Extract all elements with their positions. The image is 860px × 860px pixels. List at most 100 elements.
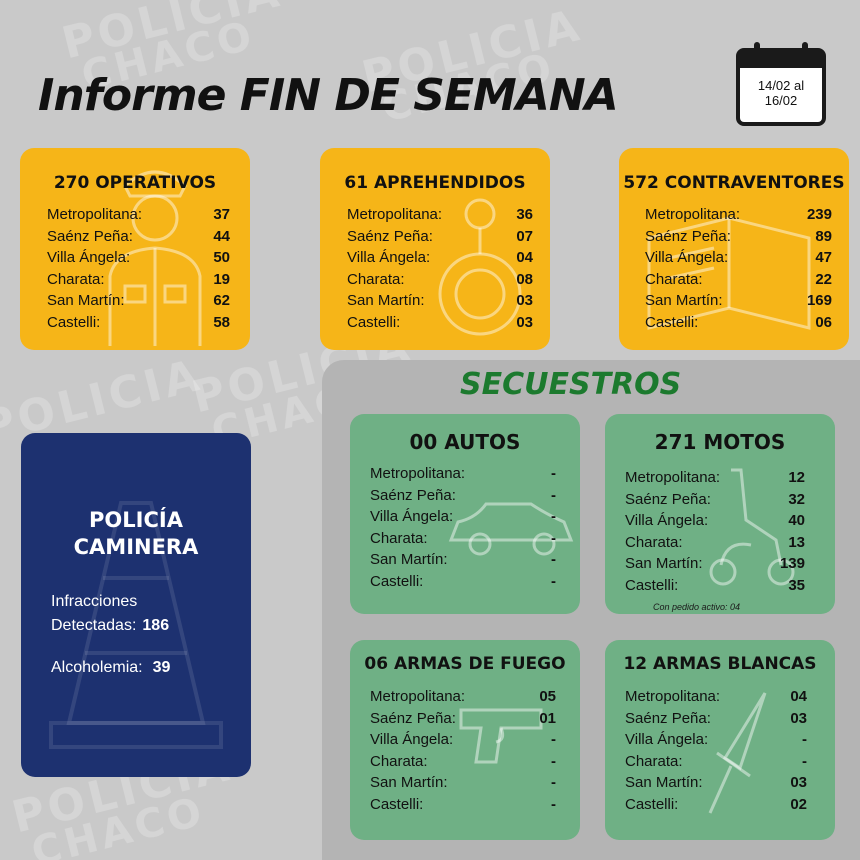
calendar-icon: 14/02 al 16/02: [736, 42, 826, 126]
aprehendidos-rows: Metropolitana: 36 Saénz Peña: 07 Villa Áng…: [347, 204, 533, 333]
row-value: 32: [788, 490, 805, 508]
row-value: -: [551, 551, 556, 568]
row-label: Metropolitana:: [370, 465, 466, 482]
watermark-policia: POLICIA: [57, 0, 288, 70]
infracciones-label-2: Detectadas:: [51, 617, 137, 634]
row-value: 47: [815, 249, 832, 266]
row-value: 58: [213, 313, 230, 331]
table-row: Saénz Peña: 44: [47, 226, 230, 248]
caminera-title-line2: CAMINERA: [73, 535, 199, 559]
armas-fuego-card: 06 ARMAS DE FUEGO Metropolitana: 05 Saénz…: [350, 640, 580, 840]
table-row: Charata: 19: [47, 269, 230, 291]
alcoholemia-label: Alcoholemia:: [51, 659, 143, 676]
table-row: Villa Ángela: -: [370, 729, 556, 751]
row-value: 22: [815, 270, 832, 288]
contraventores-rows: Metropolitana: 239 Saénz Peña: 89 Villa Án…: [645, 204, 832, 333]
row-label: San Martín:: [370, 551, 448, 568]
row-value: -: [551, 731, 556, 748]
row-value: 03: [516, 292, 533, 309]
row-label: Villa Ángela:: [47, 249, 131, 266]
alcoholemia-value: 39: [152, 659, 171, 676]
row-label: Castelli:: [645, 313, 699, 331]
table-row: Villa Ángela: -: [370, 506, 556, 528]
table-row: Villa Ángela: -: [625, 729, 807, 751]
table-row: San Martín: 03: [625, 772, 807, 794]
table-row: Charata: -: [370, 751, 556, 773]
table-row: Charata: 08: [347, 269, 533, 291]
row-label: Villa Ángela:: [370, 508, 454, 525]
row-value: -: [551, 508, 556, 525]
contraventores-title: 572 CONTRAVENTORES: [623, 173, 845, 193]
row-value: 06: [815, 313, 832, 331]
table-row: Castelli: -: [370, 571, 556, 593]
table-row: San Martín: 03: [347, 290, 533, 312]
row-value: 169: [806, 292, 832, 309]
row-value: 04: [516, 249, 533, 266]
table-row: Castelli: 35: [625, 575, 805, 597]
table-row: Villa Ángela: 40: [625, 510, 805, 532]
table-row: Metropolitana: 239: [645, 204, 832, 226]
table-row: Saénz Peña: 03: [625, 708, 807, 730]
row-label: Charata:: [347, 270, 405, 288]
row-label: Saénz Peña:: [370, 709, 456, 727]
table-row: Charata: -: [370, 528, 556, 550]
row-value: 239: [806, 206, 832, 223]
table-row: Villa Ángela: 50: [47, 247, 230, 269]
row-label: Castelli:: [625, 795, 679, 813]
row-label: Castelli:: [347, 313, 401, 331]
aprehendidos-card: 61 APREHENDIDOS Metropolitana: 36 Saénz P…: [320, 148, 550, 350]
row-value: 13: [788, 533, 805, 551]
row-label: Saénz Peña:: [370, 486, 456, 504]
motos-card: 271 MOTOS Metropolitana: 12 Saénz Peña: 32…: [605, 414, 835, 614]
row-value: 03: [516, 313, 533, 331]
secuestros-title: SECUESTROS: [460, 367, 682, 402]
autos-card: 00 AUTOS Metropolitana: - Saénz Peña: - Vi…: [350, 414, 580, 614]
autos-title: 00 AUTOS: [409, 430, 521, 454]
table-row: Metropolitana: -: [370, 463, 556, 485]
armas-blancas-rows: Metropolitana: 04 Saénz Peña: 03 Villa Áng…: [625, 686, 807, 815]
row-label: Castelli:: [625, 576, 679, 594]
table-row: San Martín: 169: [645, 290, 832, 312]
row-label: Metropolitana:: [47, 206, 143, 223]
row-value: -: [551, 752, 556, 770]
armas-blancas-title: 12 ARMAS BLANCAS: [623, 654, 817, 674]
table-row: Villa Ángela: 04: [347, 247, 533, 269]
row-label: Metropolitana:: [370, 688, 466, 705]
table-row: Saénz Peña: 32: [625, 489, 805, 511]
row-value: 19: [213, 270, 230, 288]
row-label: San Martín:: [645, 292, 723, 309]
table-row: Metropolitana: 12: [625, 467, 805, 489]
row-value: 05: [539, 688, 556, 705]
table-row: Castelli: 03: [347, 312, 533, 334]
armas-fuego-rows: Metropolitana: 05 Saénz Peña: 01 Villa Áng…: [370, 686, 556, 815]
row-label: Castelli:: [370, 795, 424, 813]
table-row: Saénz Peña: -: [370, 485, 556, 507]
contraventores-card: 572 CONTRAVENTORES Metropolitana: 239 Saé…: [619, 148, 849, 350]
row-label: Castelli:: [47, 313, 101, 331]
row-label: Villa Ángela:: [625, 731, 709, 748]
infracciones-row: Detectadas: 186: [51, 617, 221, 635]
table-row: Metropolitana: 36: [347, 204, 533, 226]
infracciones-value: 186: [142, 617, 170, 634]
infracciones-label: Infracciones: [51, 593, 138, 610]
row-label: Charata:: [370, 529, 428, 547]
calendar-bar: [740, 52, 822, 68]
caminera-title: POLICÍA CAMINERA: [21, 507, 251, 561]
calendar-ring: [754, 42, 760, 60]
row-value: 02: [790, 795, 807, 813]
watermark-chaco: CHACO: [27, 788, 211, 860]
row-value: -: [802, 731, 807, 748]
row-value: 50: [213, 249, 230, 266]
row-label: Metropolitana:: [645, 206, 741, 223]
row-value: -: [551, 465, 556, 482]
table-row: Metropolitana: 37: [47, 204, 230, 226]
row-value: -: [551, 529, 556, 547]
alcoholemia-row: Alcoholemia: 39: [51, 659, 221, 677]
table-row: San Martín: 139: [625, 553, 805, 575]
row-value: -: [551, 572, 556, 590]
armas-fuego-title: 06 ARMAS DE FUEGO: [364, 654, 566, 674]
row-value: 03: [790, 709, 807, 727]
table-row: Charata: 13: [625, 532, 805, 554]
table-row: Charata: 22: [645, 269, 832, 291]
armas-blancas-card: 12 ARMAS BLANCAS Metropolitana: 04 Saénz …: [605, 640, 835, 840]
